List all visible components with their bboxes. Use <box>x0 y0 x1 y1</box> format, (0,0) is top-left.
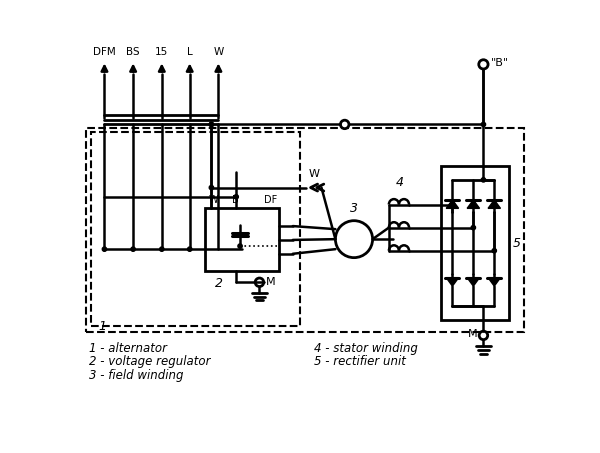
Circle shape <box>102 247 107 251</box>
Polygon shape <box>446 278 458 286</box>
Circle shape <box>471 226 476 230</box>
Text: W: W <box>308 169 319 179</box>
Text: W: W <box>213 48 223 58</box>
Circle shape <box>209 185 214 190</box>
Circle shape <box>188 247 192 251</box>
Circle shape <box>450 202 455 207</box>
Bar <box>86 127 524 332</box>
Text: 2 - voltage regulator: 2 - voltage regulator <box>89 356 211 368</box>
Circle shape <box>209 122 214 126</box>
Text: 3 - field winding: 3 - field winding <box>89 369 184 382</box>
Text: 4: 4 <box>396 176 404 189</box>
Circle shape <box>479 331 488 340</box>
Text: 2: 2 <box>215 277 223 290</box>
Circle shape <box>160 247 164 251</box>
Circle shape <box>479 60 488 69</box>
Text: DF: DF <box>264 195 277 205</box>
Circle shape <box>335 221 373 258</box>
Text: M: M <box>266 277 275 287</box>
Text: 15: 15 <box>155 48 169 58</box>
Polygon shape <box>488 278 500 286</box>
Circle shape <box>481 178 485 182</box>
Polygon shape <box>488 200 500 208</box>
Circle shape <box>481 122 485 126</box>
Text: BS: BS <box>127 48 140 58</box>
Text: B: B <box>232 195 239 205</box>
Text: 4 - stator winding: 4 - stator winding <box>314 342 418 355</box>
Circle shape <box>255 278 264 286</box>
Bar <box>91 132 300 326</box>
Circle shape <box>234 195 238 199</box>
Circle shape <box>131 247 135 251</box>
Bar <box>441 166 509 320</box>
Text: "B": "B" <box>490 58 509 68</box>
Text: M: M <box>467 329 477 339</box>
Circle shape <box>492 249 496 253</box>
Text: 1 - alternator: 1 - alternator <box>89 342 167 355</box>
Polygon shape <box>467 200 479 208</box>
Circle shape <box>216 247 221 251</box>
Text: DFM: DFM <box>93 48 116 58</box>
Text: 3: 3 <box>350 202 358 215</box>
Polygon shape <box>467 278 479 286</box>
Circle shape <box>238 244 242 248</box>
Bar <box>205 207 279 271</box>
Circle shape <box>340 120 349 129</box>
Text: 5: 5 <box>513 236 521 250</box>
Circle shape <box>209 122 214 126</box>
Polygon shape <box>446 200 458 208</box>
Text: L: L <box>187 48 193 58</box>
Text: W: W <box>208 195 218 205</box>
Text: 1: 1 <box>98 320 106 333</box>
Text: 5 - rectifier unit: 5 - rectifier unit <box>314 356 406 368</box>
